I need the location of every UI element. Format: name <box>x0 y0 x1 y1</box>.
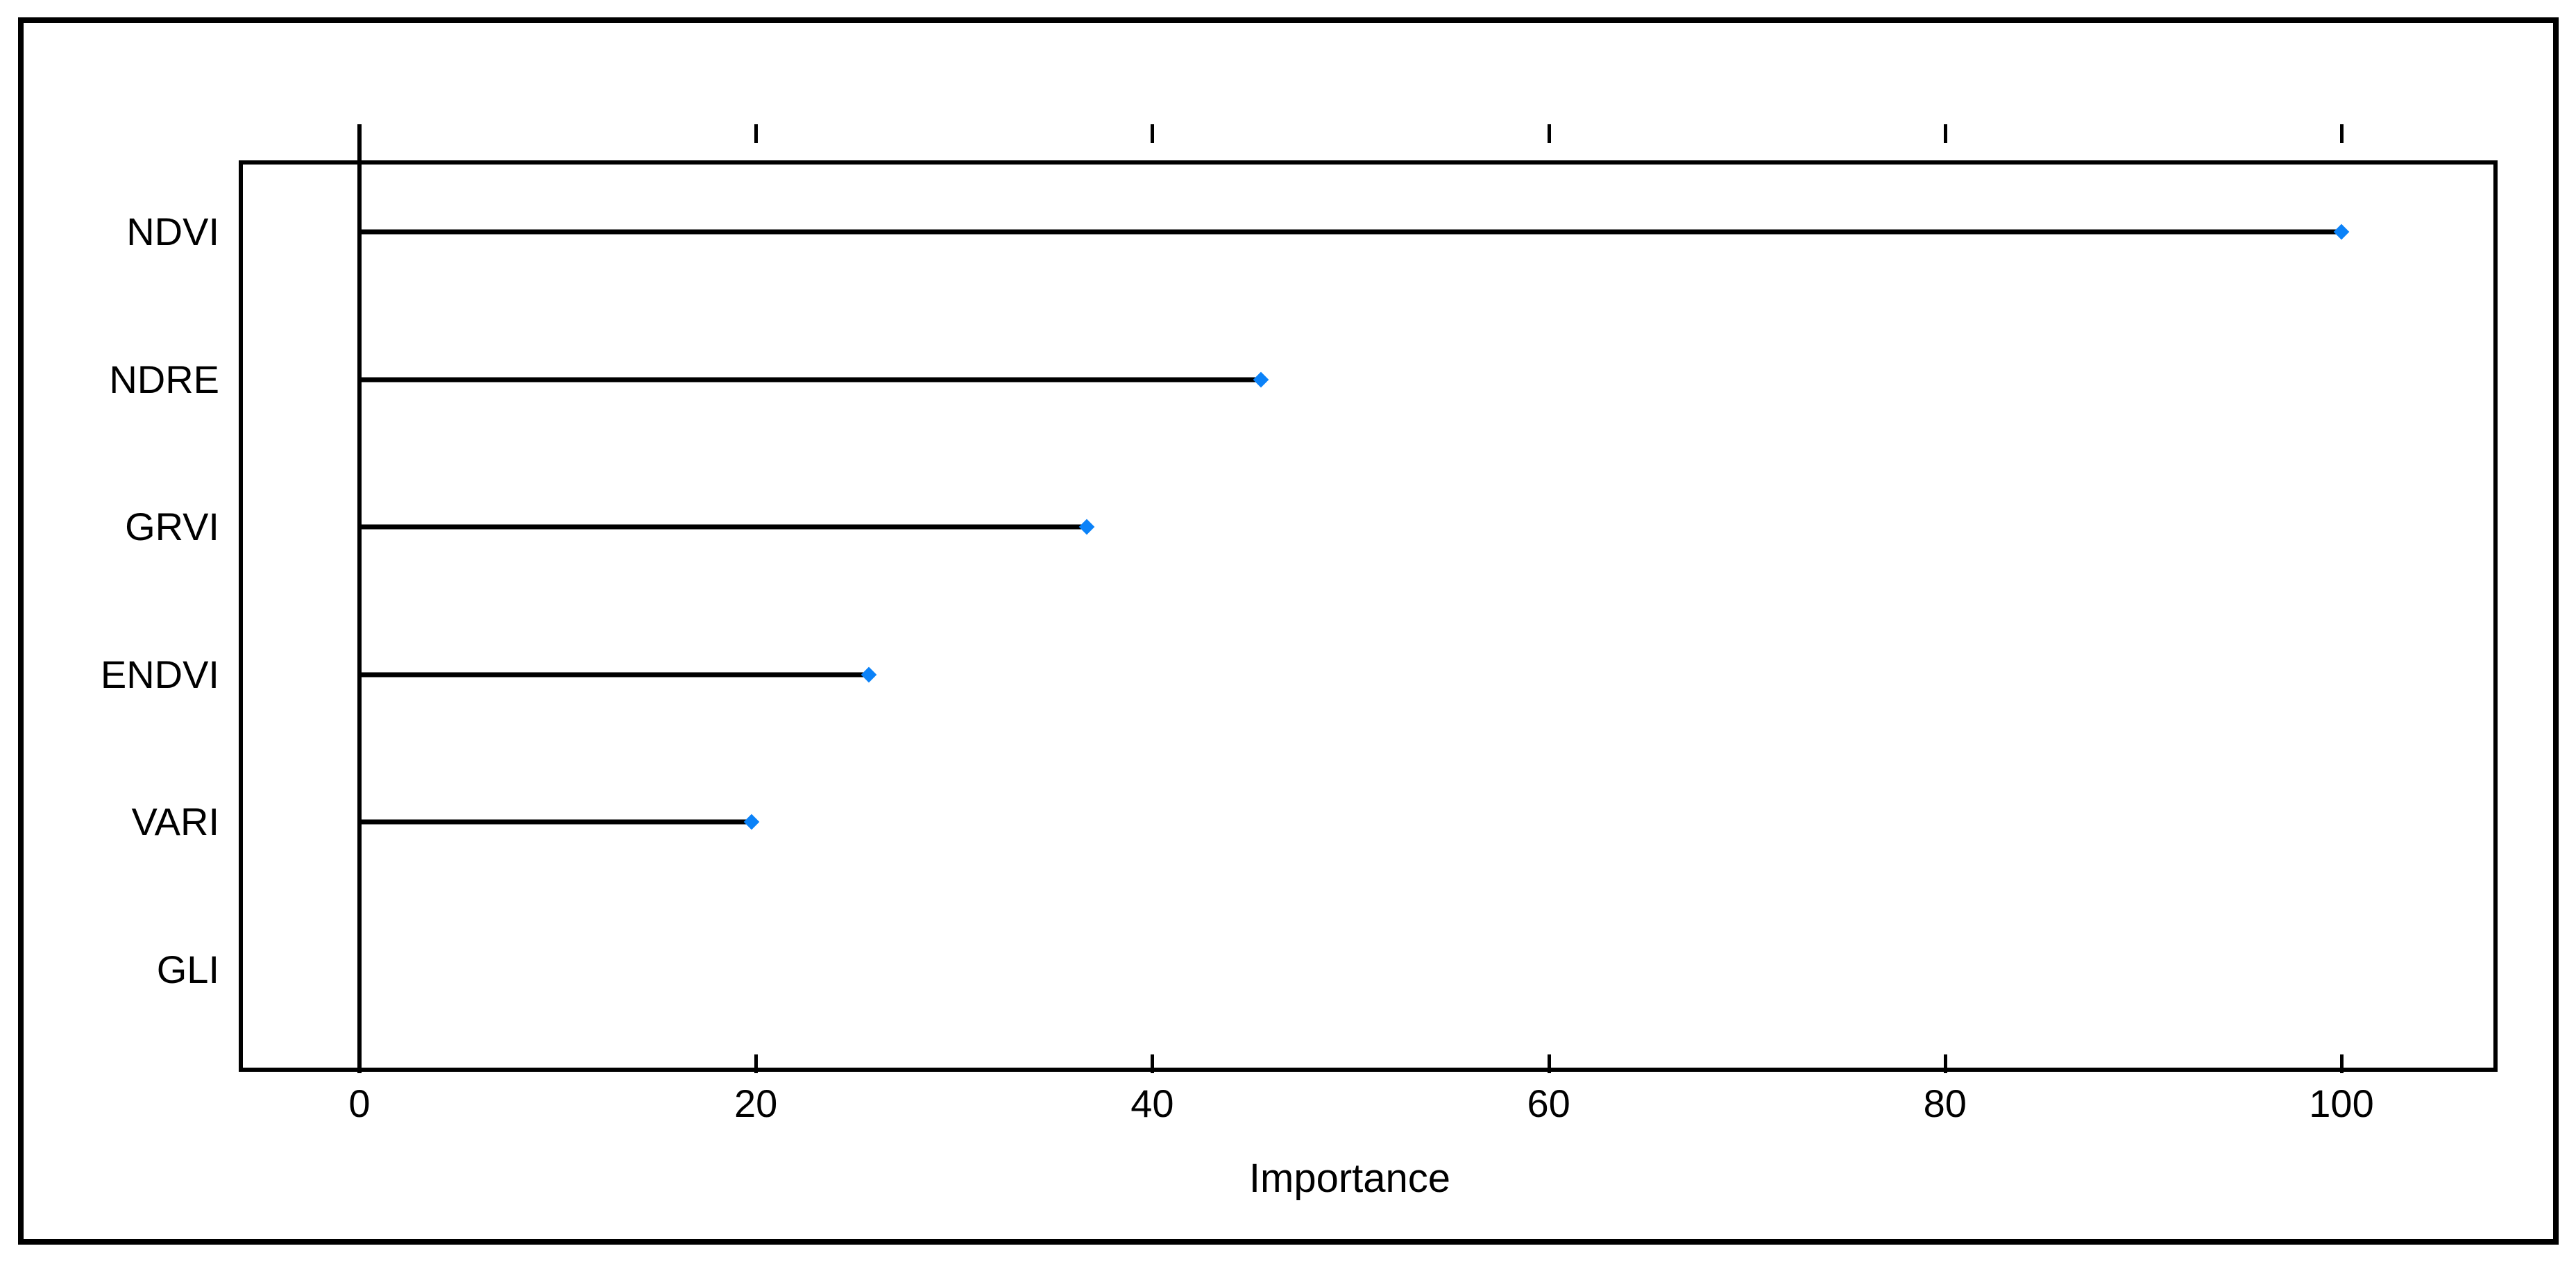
x-axis-tick-label: 0 <box>348 1082 371 1125</box>
x-axis-tick-top <box>1151 124 1155 143</box>
figure-outer-border: 0 20 40 60 80 100 NDVI NDRE GRVI ENDVI VARI GLI Imp… <box>18 17 2559 1245</box>
x-axis-tick-top <box>358 124 362 143</box>
x-axis-tick-label: 100 <box>2309 1082 2374 1125</box>
x-axis-tick-top <box>1547 124 1551 143</box>
importance-stem <box>359 377 1262 382</box>
y-axis-category-label: NDVI <box>126 210 219 253</box>
y-axis-category-label: GRVI <box>125 505 219 549</box>
x-axis-tick-bottom <box>1943 1054 1947 1073</box>
importance-stem <box>359 229 2341 235</box>
x-axis-tick-bottom <box>754 1054 759 1073</box>
y-axis-category-label: ENDVI <box>100 652 219 696</box>
importance-stem <box>359 819 752 825</box>
importance-stem <box>359 672 869 678</box>
x-axis-tick-label: 40 <box>1130 1082 1174 1125</box>
x-axis-tick-bottom <box>1151 1054 1155 1073</box>
x-axis-tick-bottom <box>358 1054 362 1073</box>
y-axis-category-label: VARI <box>131 800 219 844</box>
zero-reference-line <box>357 124 362 1073</box>
importance-stem <box>359 524 1087 530</box>
x-axis-tick-bottom <box>2340 1054 2344 1073</box>
y-axis-category-label: NDRE <box>109 357 219 401</box>
plot-area <box>239 160 2498 1072</box>
x-axis-tick-bottom <box>1547 1054 1551 1073</box>
x-axis-tick-top <box>2340 124 2344 143</box>
x-axis-tick-label: 60 <box>1527 1082 1570 1125</box>
x-axis-title: Importance <box>1248 1156 1451 1201</box>
x-axis-tick-top <box>754 124 759 143</box>
x-axis-tick-label: 80 <box>1923 1082 1967 1125</box>
y-axis-category-label: GLI <box>156 948 219 991</box>
x-axis-tick-label: 20 <box>734 1082 778 1125</box>
x-axis-tick-top <box>1943 124 1947 143</box>
